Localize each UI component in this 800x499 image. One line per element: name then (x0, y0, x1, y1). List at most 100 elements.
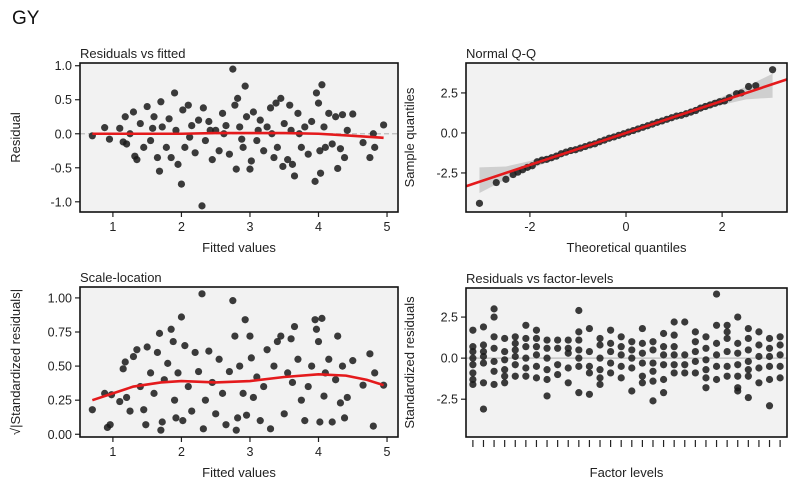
panel-title: Scale-location (80, 270, 162, 285)
x-tick-label: 5 (384, 220, 391, 234)
data-point (191, 348, 199, 357)
data-point (133, 156, 141, 164)
data-point (543, 366, 551, 374)
data-point (343, 126, 351, 134)
data-point (543, 354, 551, 362)
data-point (755, 352, 763, 361)
y-tick-label: 0.0 (55, 127, 72, 141)
data-point (659, 329, 668, 338)
data-point (208, 156, 216, 164)
data-point (334, 332, 342, 340)
smooth-line (91, 372, 385, 402)
panel-title: Residuals vs fitted (80, 46, 186, 61)
data-point (522, 364, 530, 372)
data-point (336, 399, 345, 407)
x-tick-label: 0 (623, 220, 630, 234)
data-point (607, 359, 615, 367)
data-point (712, 362, 721, 370)
data-point (776, 351, 784, 359)
data-point (744, 346, 752, 354)
data-point (744, 82, 753, 91)
data-point (179, 417, 187, 425)
data-point (755, 341, 763, 349)
data-point (501, 334, 509, 343)
data-point (649, 346, 657, 354)
data-point (532, 343, 541, 351)
x-tick-label: 2 (719, 220, 726, 234)
data-point (532, 326, 541, 334)
y-tick-label: 0.0 (441, 126, 458, 140)
data-point (501, 372, 509, 380)
x-axis-label: Factor levels (590, 465, 664, 480)
data-point (744, 334, 752, 343)
data-point (585, 324, 594, 333)
data-point (157, 98, 165, 106)
data-point (231, 101, 239, 109)
x-tick-label: -2 (524, 220, 535, 234)
data-point (249, 393, 257, 402)
data-point (218, 389, 227, 397)
panel-4: Residuals vs factor-levels Factor levels S… (402, 271, 788, 480)
data-point (712, 351, 721, 359)
data-point (543, 336, 551, 344)
data-point (776, 341, 784, 349)
y-tick-label: -2.5 (436, 166, 458, 180)
data-point (596, 380, 604, 389)
data-point (232, 165, 240, 173)
data-point (532, 351, 541, 359)
plot-background (466, 63, 787, 212)
data-point (241, 82, 249, 90)
data-point (179, 106, 187, 114)
data-point (359, 139, 367, 147)
data-point (490, 344, 498, 352)
data-point (638, 359, 646, 367)
data-point (479, 405, 488, 413)
data-point (638, 379, 646, 387)
panel-title: Residuals vs factor-levels (466, 271, 614, 286)
data-point (765, 375, 774, 384)
data-point (340, 414, 349, 422)
data-point (249, 108, 257, 116)
data-point (290, 172, 299, 180)
data-point (607, 347, 615, 356)
data-point (511, 339, 519, 347)
y-tick-label: 0.25 (48, 394, 72, 408)
data-point (575, 306, 583, 315)
data-point (501, 366, 509, 374)
data-point (522, 372, 530, 380)
data-point (366, 350, 374, 358)
y-tick-label: 2.5 (441, 86, 458, 100)
data-point (575, 346, 583, 354)
data-point (575, 389, 583, 397)
data-point (723, 334, 731, 343)
data-point (133, 346, 141, 354)
data-point (247, 354, 255, 362)
data-point (596, 354, 604, 362)
x-tick-label: 3 (246, 445, 253, 459)
data-point (744, 357, 752, 366)
y-tick-label: 0.75 (48, 326, 72, 340)
data-point (469, 375, 477, 384)
data-point (229, 65, 237, 73)
data-point (123, 393, 131, 402)
data-point (234, 414, 242, 422)
data-point (184, 101, 192, 109)
data-point (723, 328, 731, 336)
y-tick-label: -1.0 (50, 195, 72, 209)
y-tick-label: 1.00 (48, 291, 72, 305)
y-tick-label: 0.0 (441, 352, 458, 366)
data-point (649, 359, 657, 367)
data-point (165, 115, 173, 123)
data-point (198, 290, 206, 298)
data-point (256, 116, 264, 124)
data-point (617, 333, 625, 341)
data-point (280, 410, 288, 418)
x-tick-label: 1 (109, 220, 116, 234)
data-point (755, 379, 763, 387)
data-point (169, 337, 177, 346)
data-point (734, 361, 742, 369)
data-point (532, 374, 541, 382)
data-point (263, 346, 271, 354)
data-point (638, 372, 646, 380)
data-point (371, 143, 379, 151)
